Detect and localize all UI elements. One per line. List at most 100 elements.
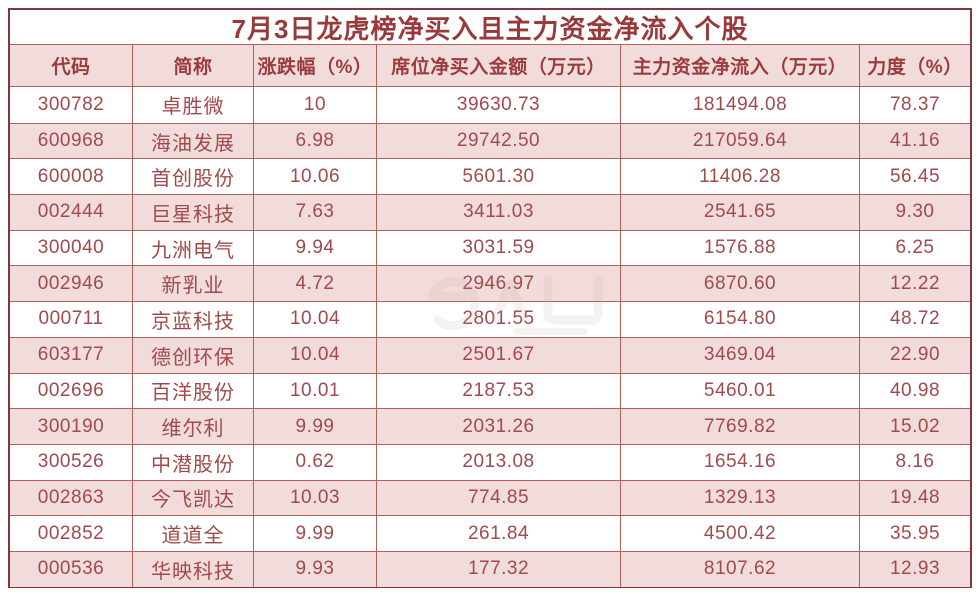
cell-change: 7.63: [254, 195, 377, 230]
table-row: 300782 卓胜微 10 39630.73 181494.08 78.37: [10, 87, 970, 123]
cell-strength: 12.22: [889, 272, 941, 294]
cell-net-buy: 2801.55: [377, 302, 621, 337]
cell-name: 九洲电气: [133, 230, 254, 266]
cell-name: 百洋股份: [133, 373, 254, 409]
cell-code: 002696: [10, 373, 133, 409]
table-row: 002444 巨星科技 7.63 3411.03 2541.65 9.30: [10, 194, 970, 230]
table-title: 7月3日龙虎榜净买入且主力资金净流入个股: [10, 10, 970, 45]
cell-main-inflow: 1329.13: [621, 480, 860, 516]
cell-net-buy: 3031.59: [377, 230, 621, 266]
table-row: 300190 维尔利 9.99 2031.26 7769.82 15.02: [10, 408, 970, 444]
cell-name: 巨星科技: [133, 195, 254, 230]
cell-change: 4.72: [254, 266, 377, 302]
cell-name: 今飞凯达: [133, 480, 254, 516]
table-row: 002946 新乳业 4.72 2946.97 6870.60 12.22: [10, 265, 970, 302]
cell-name: 德创环保: [133, 337, 254, 373]
cell-main-inflow: 7769.82: [621, 409, 860, 444]
cell-net-buy: 2946.97: [377, 266, 621, 302]
cell-change: 9.99: [254, 409, 377, 444]
table-row: 000536 华映科技 9.93 177.32 8107.62 12.93: [10, 550, 970, 587]
header-net-buy: 席位净买入金额（万元）: [377, 45, 621, 86]
cell-main-inflow: 217059.64: [621, 123, 860, 159]
header-name: 简称: [133, 45, 254, 86]
cell-main-inflow: 5460.01: [621, 373, 860, 409]
cell-main-inflow: 6870.60: [621, 266, 860, 302]
cell-code: 603177: [10, 337, 133, 373]
cell-strength: 78.37: [889, 93, 941, 115]
cell-name: 卓胜微: [133, 87, 254, 123]
cell-strength: 56.45: [889, 165, 941, 187]
cell-change: 6.98: [254, 123, 377, 159]
cell-code: 300526: [10, 444, 133, 480]
table-header-row: 代码 简称 涨跌幅（%） 席位净买入金额（万元） 主力资金净流入（万元） 力度（…: [10, 45, 970, 87]
table-row: 000711 京蓝科技 10.04 2801.55 6154.80 48.72: [10, 301, 970, 337]
cell-main-inflow: 3469.04: [621, 337, 860, 373]
cell-strength: 22.90: [889, 344, 941, 366]
cell-main-inflow: 2541.65: [621, 195, 860, 230]
cell-strength: 41.16: [889, 130, 941, 152]
table-row: 300040 九洲电气 9.94 3031.59 1576.88 6.25: [10, 229, 970, 266]
cell-strength: 8.16: [895, 451, 935, 473]
cell-net-buy: 39630.73: [377, 87, 621, 123]
cell-strength: 40.98: [889, 379, 941, 401]
cell-main-inflow: 4500.42: [621, 516, 860, 551]
cell-strength: 12.93: [889, 558, 941, 580]
cell-name: 维尔利: [133, 409, 254, 444]
header-change: 涨跌幅（%）: [254, 45, 377, 86]
cell-net-buy: 2501.67: [377, 337, 621, 373]
cell-net-buy: 2031.26: [377, 409, 621, 444]
cell-strength: 19.48: [889, 486, 941, 508]
cell-change: 9.99: [254, 516, 377, 551]
cell-main-inflow: 8107.62: [621, 551, 860, 587]
cell-name: 道道全: [133, 516, 254, 551]
cell-net-buy: 5601.30: [377, 159, 621, 195]
cell-code: 300782: [10, 87, 133, 123]
header-code: 代码: [10, 45, 133, 86]
stock-table: 7月3日龙虎榜净买入且主力资金净流入个股 代码 简称 涨跌幅（%） 席位净买入金…: [8, 8, 972, 588]
cell-code: 002946: [10, 266, 133, 302]
cell-main-inflow: 1576.88: [621, 230, 860, 266]
cell-code: 300190: [10, 409, 133, 444]
cell-change: 10.01: [254, 373, 377, 409]
table-row: 002852 道道全 9.99 261.84 4500.42 35.95: [10, 515, 970, 551]
cell-code: 600968: [10, 123, 133, 159]
cell-code: 000711: [10, 302, 133, 337]
cell-net-buy: 177.32: [377, 551, 621, 587]
cell-net-buy: 2013.08: [377, 444, 621, 480]
cell-change: 10.04: [254, 302, 377, 337]
cell-change: 10.03: [254, 480, 377, 516]
cell-main-inflow: 11406.28: [621, 159, 860, 195]
cell-strength: 15.02: [889, 415, 941, 437]
cell-net-buy: 29742.50: [377, 123, 621, 159]
cell-change: 9.94: [254, 230, 377, 266]
table-row: 603177 德创环保 10.04 2501.67 3469.04 22.90: [10, 336, 970, 373]
cell-name: 中潜股份: [133, 444, 254, 480]
table-body: 300782 卓胜微 10 39630.73 181494.08 78.37 6…: [10, 87, 970, 587]
cell-net-buy: 261.84: [377, 516, 621, 551]
cell-main-inflow: 181494.08: [621, 87, 860, 123]
cell-change: 10.06: [254, 159, 377, 195]
cell-code: 002863: [10, 480, 133, 516]
cell-code: 300040: [10, 230, 133, 266]
cell-net-buy: 3411.03: [377, 195, 621, 230]
cell-strength: 35.95: [889, 522, 941, 544]
cell-net-buy: 2187.53: [377, 373, 621, 409]
cell-change: 0.62: [254, 444, 377, 480]
cell-name: 京蓝科技: [133, 302, 254, 337]
cell-change: 10.04: [254, 337, 377, 373]
cell-name: 新乳业: [133, 266, 254, 302]
cell-strength: 9.30: [895, 201, 935, 223]
cell-strength: 48.72: [889, 308, 941, 330]
table-row: 600008 首创股份 10.06 5601.30 11406.28 56.45: [10, 158, 970, 195]
table-row: 300526 中潜股份 0.62 2013.08 1654.16 8.16: [10, 443, 970, 480]
header-main-inflow: 主力资金净流入（万元）: [621, 45, 860, 86]
cell-name: 首创股份: [133, 159, 254, 195]
table-row: 002696 百洋股份 10.01 2187.53 5460.01 40.98: [10, 372, 970, 409]
table-row: 600968 海油发展 6.98 29742.50 217059.64 41.1…: [10, 122, 970, 159]
cell-change: 10: [254, 87, 377, 123]
cell-code: 600008: [10, 159, 133, 195]
cell-code: 000536: [10, 551, 133, 587]
cell-net-buy: 774.85: [377, 480, 621, 516]
cell-code: 002444: [10, 195, 133, 230]
